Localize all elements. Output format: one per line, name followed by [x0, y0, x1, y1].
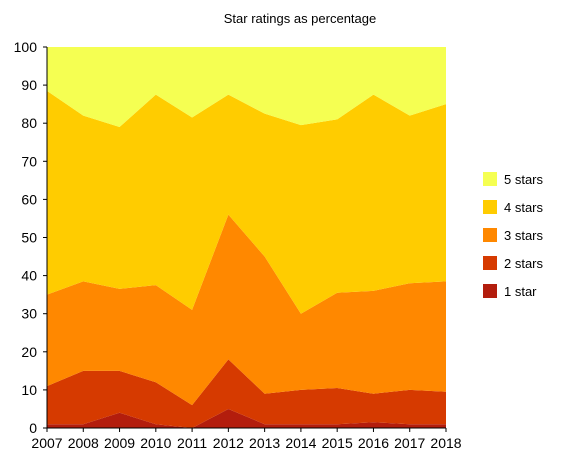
x-tick-label: 2008 [68, 435, 99, 451]
y-tick-label: 30 [21, 306, 37, 322]
legend-swatch [483, 200, 497, 214]
legend: 5 stars 4 stars 3 stars 2 stars 1 star [483, 172, 544, 299]
x-tick-label: 2011 [177, 435, 207, 451]
x-tick-label: 2012 [213, 435, 244, 451]
chart-title: Star ratings as percentage [224, 11, 376, 26]
x-tick-label: 2018 [430, 435, 461, 451]
y-tick-label: 90 [21, 77, 37, 93]
legend-swatch [483, 284, 497, 298]
legend-label: 3 stars [504, 228, 544, 243]
area-layers [47, 47, 446, 428]
x-tick-label: 2009 [104, 435, 135, 451]
area-series-1-star [47, 408, 446, 428]
x-axis: 2007 2008 2009 2010 2011 2012 2013 2014 2015 2016… [31, 427, 462, 451]
x-tick-label: 2017 [394, 435, 425, 451]
y-tick-label: 40 [21, 268, 37, 284]
x-tick-label: 2015 [322, 435, 353, 451]
y-tick-label: 50 [21, 230, 37, 246]
legend-label: 4 stars [504, 200, 544, 215]
y-tick-label: 10 [21, 382, 37, 398]
legend-label: 2 stars [504, 256, 544, 271]
x-tick-label: 2016 [358, 435, 389, 451]
y-tick-label: 80 [21, 115, 37, 131]
x-tick-label: 2010 [140, 435, 171, 451]
y-tick-label: 100 [14, 39, 38, 55]
y-tick-label: 0 [29, 420, 37, 436]
legend-swatch [483, 256, 497, 270]
area-series-2-stars [47, 359, 446, 428]
x-tick-label: 2013 [249, 435, 280, 451]
legend-label: 1 star [504, 284, 537, 299]
y-tick-label: 60 [21, 191, 37, 207]
y-tick-label: 70 [21, 153, 37, 169]
y-tick-label: 20 [21, 344, 37, 360]
legend-swatch [483, 228, 497, 242]
area-series-5-stars [47, 47, 446, 128]
y-axis: 0 10 20 30 40 50 60 70 80 90 100 [14, 39, 48, 436]
legend-swatch [483, 172, 497, 186]
x-tick-label: 2014 [285, 435, 316, 451]
legend-label: 5 stars [504, 172, 544, 187]
area-series-4-stars [47, 90, 446, 314]
area-series-3-stars [47, 214, 446, 406]
x-tick-label: 2007 [31, 435, 62, 451]
